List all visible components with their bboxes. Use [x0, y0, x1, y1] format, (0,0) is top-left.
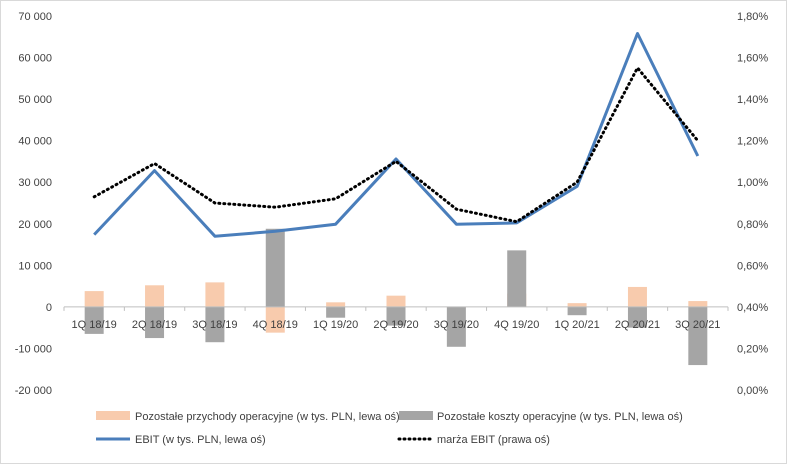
y-right-tick-label: 0,40% — [737, 302, 768, 314]
bar-other-operating-income — [567, 303, 587, 307]
category-label: 3Q 20/21 — [675, 319, 720, 331]
y-left-tick-label: 70 000 — [18, 11, 52, 23]
category-label: 2Q 20/21 — [615, 319, 660, 331]
y-right-tick-label: 1,80% — [737, 11, 768, 23]
y-right-tick-label: 0,20% — [737, 343, 768, 355]
legend-label: EBIT (w tys. PLN, lewa oś) — [135, 434, 266, 446]
category-label: 4Q 19/20 — [494, 319, 539, 331]
legend-layer: Pozostałe przychody operacyjne (w tys. P… — [96, 411, 683, 446]
legend-label: marża EBIT (prawa oś) — [437, 434, 550, 446]
x-axis-layer — [63, 306, 729, 311]
axes-layer: 70 000 60 000 50 000 40 000 30 000 20 000 10 0… — [15, 11, 769, 397]
category-labels-layer: 1Q 18/19 2Q 18/19 3Q 18/19 4Q 18/19 1Q 19/20… — [72, 319, 721, 331]
bar-other-operating-income — [145, 285, 165, 307]
legend-swatch — [399, 411, 433, 420]
bar-other-operating-costs — [567, 306, 587, 316]
y-left-tick-label: 0 — [46, 302, 52, 314]
category-label: 1Q 20/21 — [554, 319, 599, 331]
bar-other-operating-costs — [386, 306, 406, 326]
bar-other-operating-income — [265, 306, 285, 333]
y-left-tick-label: 40 000 — [18, 136, 52, 148]
bar-other-operating-costs — [326, 306, 346, 318]
y-right-tick-label: 0,80% — [737, 219, 768, 231]
bar-other-operating-costs — [265, 228, 285, 307]
y-left-tick-label: 30 000 — [18, 177, 52, 189]
category-label: 2Q 19/20 — [373, 319, 418, 331]
category-label: 1Q 18/19 — [72, 319, 117, 331]
ebit-margin-line — [92, 66, 700, 224]
bar-other-operating-costs — [205, 306, 225, 343]
bars-layer — [84, 228, 708, 366]
ebit-line — [93, 32, 700, 238]
legend-label: Pozostałe koszty operacyjne (w tys. PLN,… — [437, 411, 683, 423]
bar-other-operating-costs — [145, 306, 165, 339]
lines-layer — [92, 32, 700, 238]
bar-other-operating-income — [688, 301, 708, 307]
y-right-tick-label: 1,60% — [737, 53, 768, 65]
y-right-tick-label: 1,40% — [737, 94, 768, 106]
y-left-tick-label: 50 000 — [18, 94, 52, 106]
category-label: 2Q 18/19 — [132, 319, 177, 331]
legend-label: Pozostałe przychody operacyjne (w tys. P… — [135, 411, 400, 423]
bar-other-operating-income — [627, 286, 647, 307]
bar-other-operating-costs — [627, 306, 647, 328]
bar-other-operating-costs — [688, 306, 708, 366]
y-left-tick-label: 10 000 — [18, 260, 52, 272]
bar-other-operating-income — [205, 282, 225, 307]
bar-other-operating-costs — [446, 306, 466, 347]
category-label: 3Q 19/20 — [434, 319, 479, 331]
category-label: 1Q 19/20 — [313, 319, 358, 331]
bar-other-operating-costs — [507, 250, 527, 307]
bar-other-operating-income — [326, 302, 346, 307]
y-right-tick-label: 1,20% — [737, 136, 768, 148]
bar-other-operating-income — [386, 295, 406, 307]
y-left-tick-label: -20 000 — [15, 385, 52, 397]
bar-other-operating-income — [84, 291, 104, 307]
y-right-tick-label: 1,00% — [737, 177, 768, 189]
y-left-tick-label: 20 000 — [18, 219, 52, 231]
y-right-tick-label: 0,00% — [737, 385, 768, 397]
category-label: 4Q 18/19 — [253, 319, 298, 331]
category-label: 3Q 18/19 — [192, 319, 237, 331]
y-right-tick-label: 0,60% — [737, 260, 768, 272]
legend-swatch — [96, 411, 130, 420]
y-left-tick-label: -10 000 — [15, 343, 52, 355]
y-left-tick-label: 60 000 — [18, 53, 52, 65]
bar-other-operating-costs — [84, 306, 104, 334]
